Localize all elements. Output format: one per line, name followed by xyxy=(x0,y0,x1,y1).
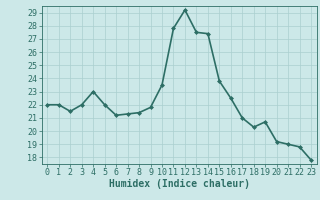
X-axis label: Humidex (Indice chaleur): Humidex (Indice chaleur) xyxy=(109,179,250,189)
